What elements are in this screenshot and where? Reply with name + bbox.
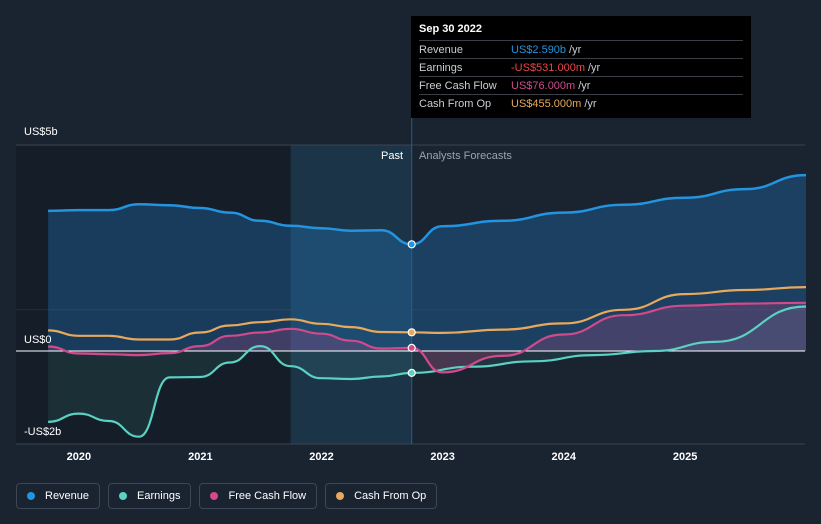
tooltip-row-unit: /yr <box>584 97 597 110</box>
cash-from-op-line <box>48 286 807 341</box>
free-cash-flow-area <box>48 302 807 373</box>
legend-label: Free Cash Flow <box>228 490 307 502</box>
tooltip-row-label: Revenue <box>419 43 464 56</box>
y-label-zero: US$0 <box>24 334 52 346</box>
tooltip-row-value: US$2.590b <box>511 43 567 56</box>
y-label-top: US$5b <box>24 126 58 138</box>
tooltip-row-unit: /yr <box>578 79 591 92</box>
tooltip-row-label: Free Cash Flow <box>419 79 497 92</box>
tooltip-row-value: -US$531.000m <box>511 61 585 74</box>
earnings-line <box>48 305 807 438</box>
legend-label: Revenue <box>45 490 90 502</box>
tooltip-row-label: Earnings <box>419 61 463 74</box>
tooltip-row-value: US$455.000m <box>511 97 582 110</box>
earnings-marker <box>407 368 416 377</box>
x-tick-label: 2022 <box>309 451 334 463</box>
legend: Revenue Earnings Free Cash Flow Cash From O… <box>16 483 438 509</box>
tooltip: Sep 30 2022 Revenue US$2.590b/yr Earnings -… <box>411 16 751 118</box>
tooltip-row: Revenue US$2.590b/yr <box>419 40 743 58</box>
tooltip-row: Earnings -US$531.000m/yr <box>419 58 743 76</box>
tooltip-row-label: Cash From Op <box>419 97 492 110</box>
free-cash-flow-marker <box>407 343 416 352</box>
x-tick-label: 2025 <box>672 451 698 463</box>
legend-dot-icon <box>336 492 345 500</box>
series-markers <box>407 240 416 377</box>
legend-dot-icon <box>27 492 35 500</box>
past-label: Past <box>380 150 403 162</box>
x-tick-label: 2020 <box>66 451 92 463</box>
tooltip-row: Free Cash Flow US$76.000m/yr <box>419 76 743 94</box>
revenue-area <box>48 175 807 351</box>
x-tick-label: 2021 <box>188 451 213 463</box>
x-tick-label: 2024 <box>551 451 576 463</box>
legend-dot-icon <box>210 492 219 500</box>
revenue-line <box>48 173 807 246</box>
revenue-marker <box>407 240 416 249</box>
legend-item-cash-from-op[interactable]: Cash From Op <box>325 483 438 509</box>
legend-item-free-cash-flow[interactable]: Free Cash Flow <box>199 483 318 509</box>
y-label-bottom: -US$2b <box>24 426 62 438</box>
legend-label: Cash From Op <box>354 490 427 502</box>
tooltip-row-unit: /yr <box>588 61 601 74</box>
tooltip-date: Sep 30 2022 <box>419 23 482 35</box>
series-lines <box>48 173 807 438</box>
highlight-region-shade <box>290 145 412 444</box>
cash-from-op-marker <box>407 328 416 337</box>
forecast-label: Analysts Forecasts <box>419 150 512 162</box>
tooltip-row: Cash From Op US$455.000m/yr <box>419 94 743 112</box>
legend-item-earnings[interactable]: Earnings <box>108 483 192 509</box>
legend-item-revenue[interactable]: Revenue <box>16 483 101 509</box>
tooltip-row-unit: /yr <box>569 43 582 56</box>
x-tick-label: 2023 <box>430 451 455 463</box>
tooltip-row-value: US$76.000m <box>511 79 576 92</box>
legend-dot-icon <box>119 492 128 500</box>
free-cash-flow-line <box>48 301 807 374</box>
legend-label: Earnings <box>137 490 181 502</box>
